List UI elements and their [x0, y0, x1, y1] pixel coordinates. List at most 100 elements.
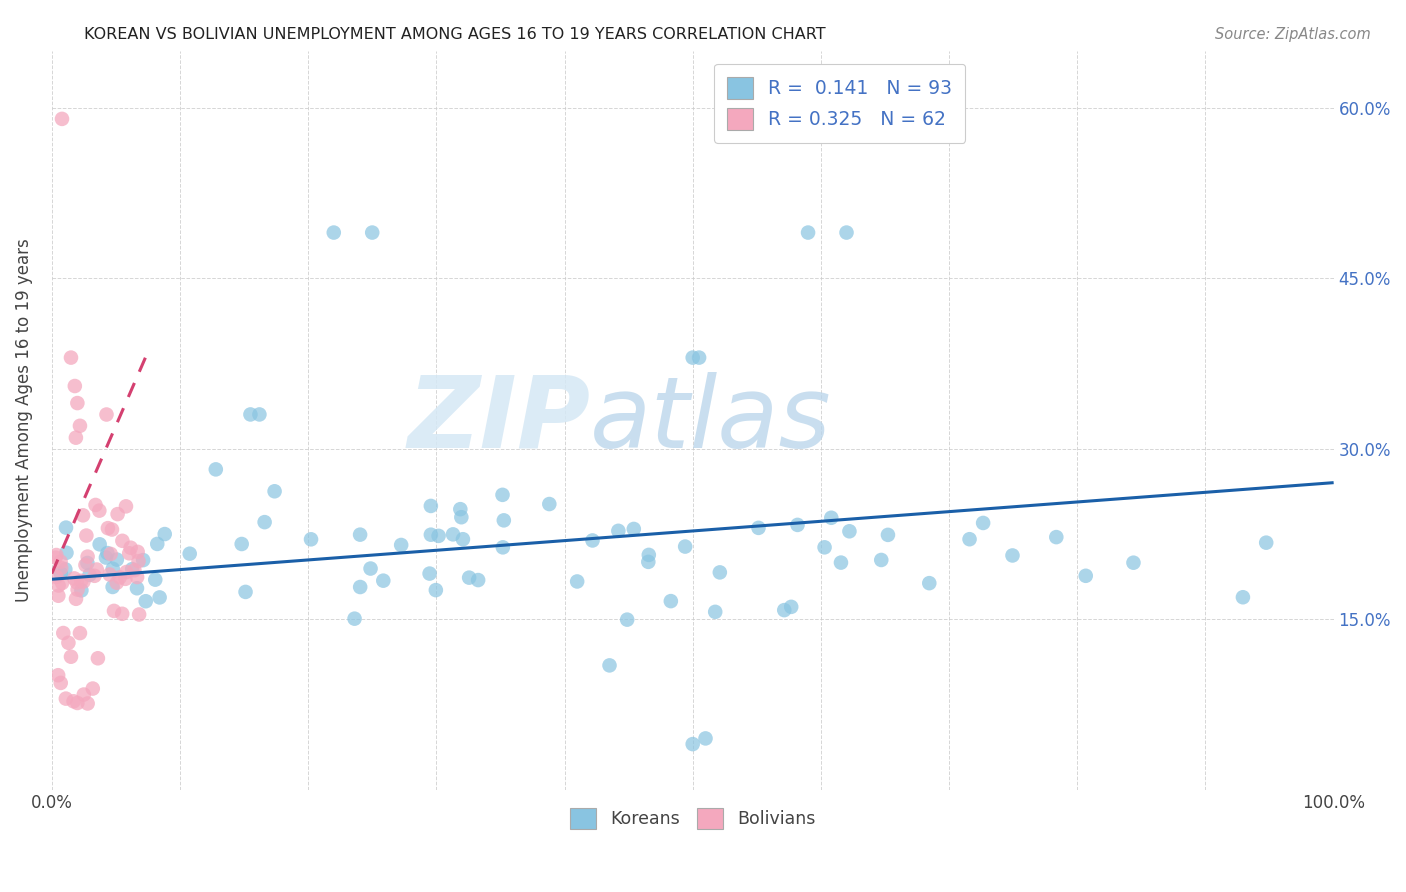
Point: [84, 498, 107, 512]
Point: [55, 546, 77, 560]
Point: [45, 550, 67, 565]
Point: [97, 521, 120, 535]
Y-axis label: Unemployment Among Ages 16 to 19 years: Unemployment Among Ages 16 to 19 years: [15, 238, 32, 602]
Point: [66, 396, 89, 410]
Point: [75, 528, 97, 542]
Point: [46, 589, 69, 603]
Point: [62, 694, 84, 708]
Point: [53, 562, 76, 576]
Point: [59, 649, 82, 664]
Point: [79, 567, 101, 582]
Point: [94, 550, 117, 565]
Point: [101, 580, 124, 594]
Point: [124, 563, 146, 577]
Point: [107, 507, 129, 521]
Point: [467, 573, 489, 587]
Point: [69, 418, 91, 433]
Point: [786, 517, 808, 532]
Point: [231, 537, 253, 551]
Point: [55, 521, 77, 535]
Point: [65, 591, 87, 606]
Point: [492, 513, 515, 527]
Point: [132, 553, 155, 567]
Point: [538, 497, 561, 511]
Point: [59, 351, 82, 365]
Point: [58, 636, 80, 650]
Point: [659, 594, 682, 608]
Point: [76, 697, 98, 711]
Point: [55, 691, 77, 706]
Point: [49, 676, 72, 690]
Point: [135, 594, 157, 608]
Point: [115, 500, 138, 514]
Point: [349, 580, 371, 594]
Text: atlas: atlas: [591, 372, 832, 468]
Text: ZIP: ZIP: [408, 372, 591, 468]
Point: [616, 613, 638, 627]
Point: [607, 524, 630, 538]
Point: [870, 553, 893, 567]
Point: [127, 545, 149, 559]
Text: KOREAN VS BOLIVIAN UNEMPLOYMENT AMONG AGES 16 TO 19 YEARS CORRELATION CHART: KOREAN VS BOLIVIAN UNEMPLOYMENT AMONG AG…: [84, 27, 825, 42]
Point: [101, 562, 124, 576]
Point: [70, 583, 93, 598]
Point: [105, 575, 128, 590]
Point: [419, 566, 441, 581]
Point: [146, 537, 169, 551]
Point: [83, 569, 105, 583]
Point: [51, 561, 73, 575]
Point: [373, 574, 395, 588]
Point: [111, 533, 134, 548]
Point: [773, 603, 796, 617]
Point: [239, 408, 262, 422]
Point: [86, 562, 108, 576]
Point: [63, 571, 86, 585]
Point: [52, 626, 75, 640]
Point: [149, 591, 172, 605]
Point: [361, 226, 384, 240]
Point: [118, 546, 141, 560]
Point: [76, 556, 98, 570]
Point: [835, 226, 858, 240]
Point: [82, 681, 104, 696]
Point: [1122, 556, 1144, 570]
Point: [125, 581, 148, 595]
Point: [780, 599, 803, 614]
Point: [114, 572, 136, 586]
Point: [1256, 535, 1278, 549]
Point: [103, 604, 125, 618]
Point: [249, 408, 271, 422]
Point: [322, 226, 344, 240]
Point: [425, 583, 447, 598]
Point: [153, 527, 176, 541]
Point: [492, 541, 515, 555]
Point: [389, 538, 412, 552]
Point: [581, 533, 603, 548]
Point: [813, 541, 835, 555]
Point: [918, 576, 941, 591]
Point: [89, 537, 111, 551]
Point: [567, 574, 589, 589]
Point: [709, 566, 731, 580]
Point: [419, 499, 441, 513]
Point: [458, 571, 481, 585]
Point: [623, 522, 645, 536]
Point: [75, 558, 97, 572]
Point: [451, 533, 474, 547]
Point: [96, 546, 118, 560]
Point: [179, 547, 201, 561]
Point: [72, 574, 94, 589]
Point: [360, 561, 382, 575]
Point: [349, 527, 371, 541]
Point: [830, 556, 852, 570]
Point: [450, 510, 472, 524]
Point: [263, 484, 285, 499]
Point: [1045, 530, 1067, 544]
Point: [299, 533, 322, 547]
Point: [688, 351, 710, 365]
Text: Source: ZipAtlas.com: Source: ZipAtlas.com: [1215, 27, 1371, 42]
Point: [48, 578, 70, 592]
Point: [695, 731, 717, 746]
Point: [972, 516, 994, 530]
Point: [797, 226, 820, 240]
